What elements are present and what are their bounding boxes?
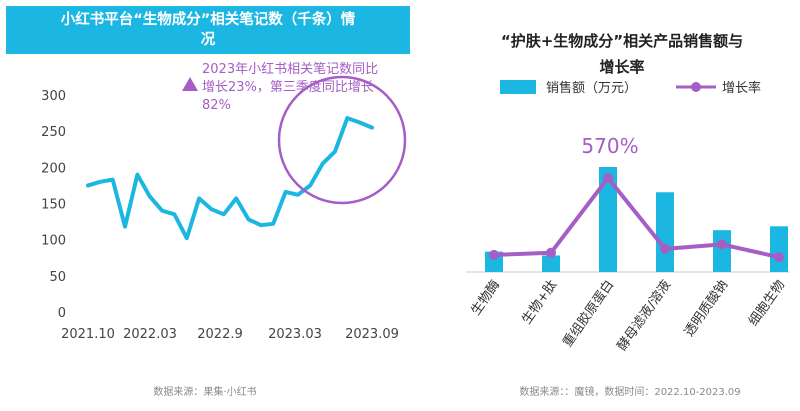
sales-bar (542, 255, 560, 272)
left-y-tick-label: 200 (41, 161, 66, 176)
left-x-tick-label: 2021.10 (61, 327, 115, 342)
growth-rate-point (546, 247, 556, 258)
annotation-line3: 82% (202, 98, 231, 113)
legend-bar-swatch (500, 80, 536, 94)
growth-rate-point (660, 243, 670, 254)
peak-rate-label: 570% (581, 134, 638, 158)
right-title-line1: “护肤+生物成分”相关产品销售额与 (501, 32, 743, 50)
sales-bar (656, 192, 674, 272)
left-x-tick-label: 2022.03 (123, 327, 177, 342)
growth-rate-point (774, 252, 784, 263)
right-title-line2: 增长率 (599, 58, 644, 76)
left-y-tick-label: 0 (58, 306, 66, 321)
left-source: 数据来源：果集·小红书 (153, 385, 256, 398)
triangle-icon (182, 77, 198, 91)
sales-bar (713, 230, 731, 272)
legend-line-marker (691, 82, 701, 92)
left-chart-title: 小红书平台“生物成分”相关笔记数（千条）情 况 (6, 6, 410, 54)
left-x-tick-label: 2022.9 (197, 327, 243, 342)
notes-count-line (86, 116, 374, 241)
category-label: 透明质酸钠 (682, 278, 732, 340)
right-source: 数据来源：：魔镜，数据时间：2022.10-2023.09 (519, 385, 740, 398)
left-title-line1: 小红书平台“生物成分”相关笔记数（千条）情 (60, 12, 356, 28)
left-y-axis: 0 50 100 150 200 250 300 (41, 89, 66, 321)
legend-bar-label: 销售额（万元） (546, 80, 637, 96)
left-y-tick-label: 50 (49, 270, 66, 285)
highlight-circle (277, 75, 407, 205)
annotation-line2: 增长23%，第三季度同比增长 (202, 79, 374, 95)
left-x-axis: 2021.10 2022.03 2022.9 2023.03 2023.09 (61, 327, 399, 342)
left-x-tick-label: 2023.09 (345, 327, 399, 342)
left-y-tick-label: 100 (41, 234, 66, 249)
growth-rate-point (717, 239, 727, 250)
growth-rate-line (493, 176, 780, 260)
left-y-tick-label: 150 (41, 198, 66, 213)
sales-bars (485, 167, 788, 272)
left-x-tick-label: 2023.03 (268, 327, 322, 342)
growth-rate-point (489, 249, 499, 260)
left-title-line2: 况 (200, 32, 216, 48)
sales-bar (599, 167, 617, 272)
growth-rate-points (489, 173, 784, 263)
category-label: 酵母滤液/溶液 (615, 278, 675, 354)
category-label: 重组胶原蛋白 (559, 277, 617, 350)
category-label: 生物酶 (468, 277, 503, 318)
sales-bar (770, 226, 788, 272)
legend-line-label: 增长率 (722, 80, 761, 96)
left-y-tick-label: 250 (41, 125, 66, 140)
right-legend: 销售额（万元） 增长率 (500, 80, 761, 96)
left-y-tick-label: 300 (41, 89, 66, 104)
annotation-line1: 2023年小红书相关笔记数同比 (202, 61, 378, 77)
growth-rate-point (603, 173, 613, 183)
category-label: 生物+肽 (519, 278, 560, 327)
category-label: 细胞生物 (746, 278, 788, 329)
